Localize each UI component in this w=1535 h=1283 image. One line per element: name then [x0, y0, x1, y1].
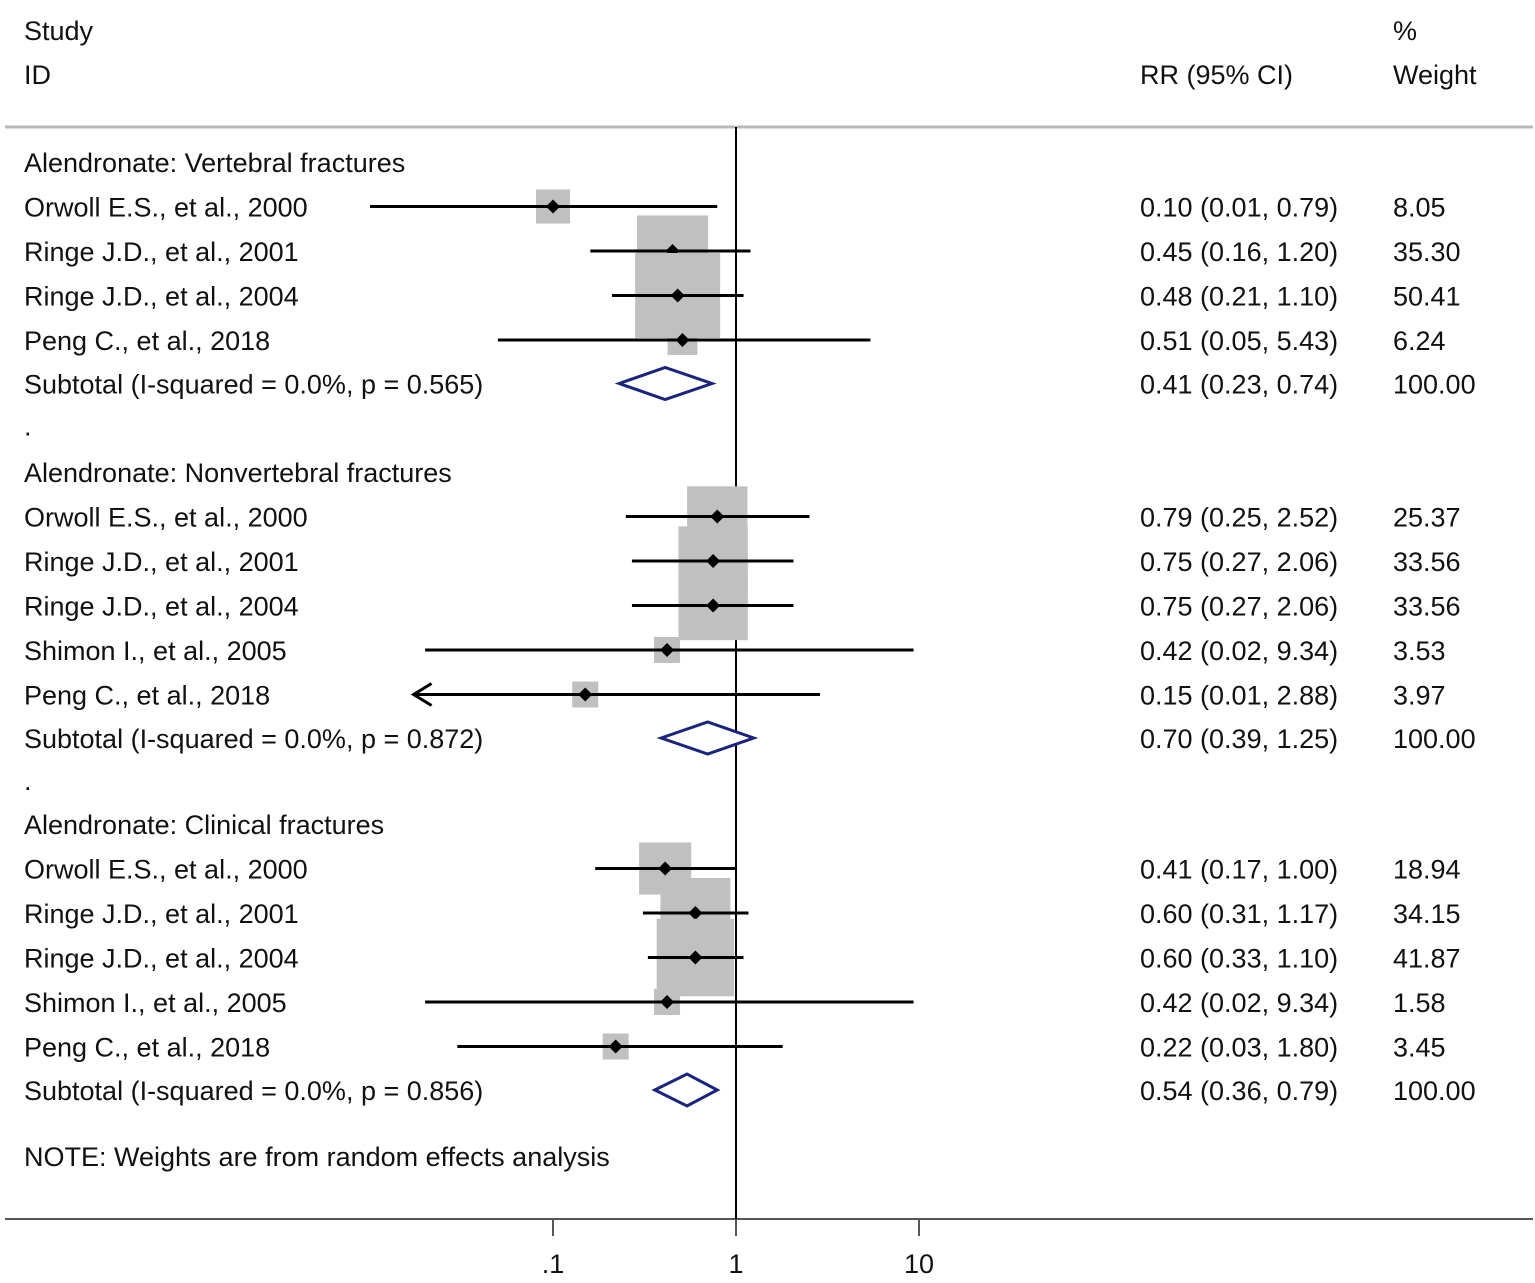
header-weight: Weight — [1393, 60, 1477, 90]
study-weight-text: 3.97 — [1393, 681, 1446, 711]
subtotal-ci-text: 0.41 (0.23, 0.74) — [1140, 370, 1338, 400]
study-ci-text: 0.42 (0.02, 9.34) — [1140, 988, 1338, 1018]
group-separator: . — [24, 412, 32, 442]
subtotal-weight-text: 100.00 — [1393, 1076, 1476, 1106]
subtotal-diamond — [656, 720, 759, 756]
study-weight-text: 50.41 — [1393, 282, 1461, 312]
study-weight-text: 1.58 — [1393, 988, 1446, 1018]
point-estimate — [608, 1039, 623, 1054]
study-label: Ringe J.D., et al., 2004 — [24, 592, 299, 622]
study-label: Orwoll E.S., et al., 2000 — [24, 193, 308, 223]
study-weight-text: 25.37 — [1393, 503, 1461, 533]
study-weight-text: 6.24 — [1393, 326, 1446, 356]
point-estimate — [670, 288, 685, 303]
point-estimate — [706, 598, 721, 613]
study-ci-text: 0.75 (0.27, 2.06) — [1140, 592, 1338, 622]
study-label: Orwoll E.S., et al., 2000 — [24, 503, 308, 533]
study-ci-text: 0.60 (0.31, 1.17) — [1140, 899, 1338, 929]
subtotal-label: Subtotal (I-squared = 0.0%, p = 0.565) — [24, 370, 483, 400]
ci-truncation-arrow — [410, 682, 433, 707]
study-weight-text: 33.56 — [1393, 547, 1461, 577]
study-weight-text: 18.94 — [1393, 855, 1461, 885]
group-title: Alendronate: Clinical fractures — [24, 810, 384, 840]
study-ci-text: 0.41 (0.17, 1.00) — [1140, 855, 1338, 885]
study-label: Ringe J.D., et al., 2001 — [24, 899, 299, 929]
study-label: Peng C., et al., 2018 — [24, 326, 270, 356]
study-ci-text: 0.79 (0.25, 2.52) — [1140, 503, 1338, 533]
point-estimate — [675, 333, 690, 347]
point-estimate — [706, 554, 721, 568]
study-ci-text: 0.15 (0.01, 2.88) — [1140, 681, 1338, 711]
study-ci-text: 0.10 (0.01, 0.79) — [1140, 193, 1338, 223]
note-text: NOTE: Weights are from random effects an… — [24, 1142, 610, 1172]
study-label: Peng C., et al., 2018 — [24, 681, 270, 711]
point-estimate — [688, 906, 703, 920]
x-tick-label: 1 — [728, 1249, 743, 1279]
point-estimate — [578, 687, 593, 702]
study-weight-text: 34.15 — [1393, 899, 1461, 929]
subtotal-ci-text: 0.54 (0.36, 0.79) — [1140, 1076, 1338, 1106]
study-label: Orwoll E.S., et al., 2000 — [24, 855, 308, 885]
subtotal-ci-text: 0.70 (0.39, 1.25) — [1140, 724, 1338, 754]
study-label: Ringe J.D., et al., 2001 — [24, 237, 299, 267]
point-estimate — [658, 861, 673, 876]
header-percent: % — [1393, 16, 1417, 46]
x-tick-label: 10 — [904, 1249, 934, 1279]
group-separator: . — [24, 766, 32, 796]
subtotal-weight-text: 100.00 — [1393, 370, 1476, 400]
header-study: Study — [24, 16, 94, 46]
header-id: ID — [24, 60, 51, 90]
point-estimate — [660, 643, 675, 657]
subtotal-label: Subtotal (I-squared = 0.0%, p = 0.872) — [24, 724, 483, 754]
study-ci-text: 0.75 (0.27, 2.06) — [1140, 547, 1338, 577]
study-weight-text: 35.30 — [1393, 237, 1461, 267]
study-ci-text: 0.48 (0.21, 1.10) — [1140, 282, 1338, 312]
subtotal-diamond — [651, 1072, 721, 1108]
study-label: Ringe J.D., et al., 2004 — [24, 944, 299, 974]
study-weight-text: 33.56 — [1393, 592, 1461, 622]
study-ci-text: 0.22 (0.03, 1.80) — [1140, 1033, 1338, 1063]
subtotal-label: Subtotal (I-squared = 0.0%, p = 0.856) — [24, 1076, 483, 1106]
study-label: Ringe J.D., et al., 2004 — [24, 282, 299, 312]
study-label: Peng C., et al., 2018 — [24, 1033, 270, 1063]
subtotal-diamond — [614, 365, 717, 402]
point-estimate — [688, 950, 703, 965]
study-ci-text: 0.45 (0.16, 1.20) — [1140, 237, 1338, 267]
subtotal-weight-text: 100.00 — [1393, 724, 1476, 754]
study-ci-text: 0.42 (0.02, 9.34) — [1140, 636, 1338, 666]
study-label: Shimon I., et al., 2005 — [24, 988, 287, 1018]
study-weight-text: 3.45 — [1393, 1033, 1446, 1063]
study-weight-text: 41.87 — [1393, 944, 1461, 974]
header-effect: RR (95% CI) — [1140, 60, 1293, 90]
study-weight-text: 3.53 — [1393, 636, 1446, 666]
study-weight-text: 8.05 — [1393, 193, 1446, 223]
group-title: Alendronate: Nonvertebral fractures — [24, 458, 452, 488]
point-estimate — [546, 199, 560, 214]
study-ci-text: 0.60 (0.33, 1.10) — [1140, 944, 1338, 974]
x-tick-label: .1 — [542, 1249, 565, 1279]
study-label: Shimon I., et al., 2005 — [24, 636, 287, 666]
study-ci-text: 0.51 (0.05, 5.43) — [1140, 326, 1338, 356]
study-label: Ringe J.D., et al., 2001 — [24, 547, 299, 577]
point-estimate — [660, 995, 675, 1009]
group-title: Alendronate: Vertebral fractures — [24, 148, 405, 178]
point-estimate — [710, 509, 725, 524]
